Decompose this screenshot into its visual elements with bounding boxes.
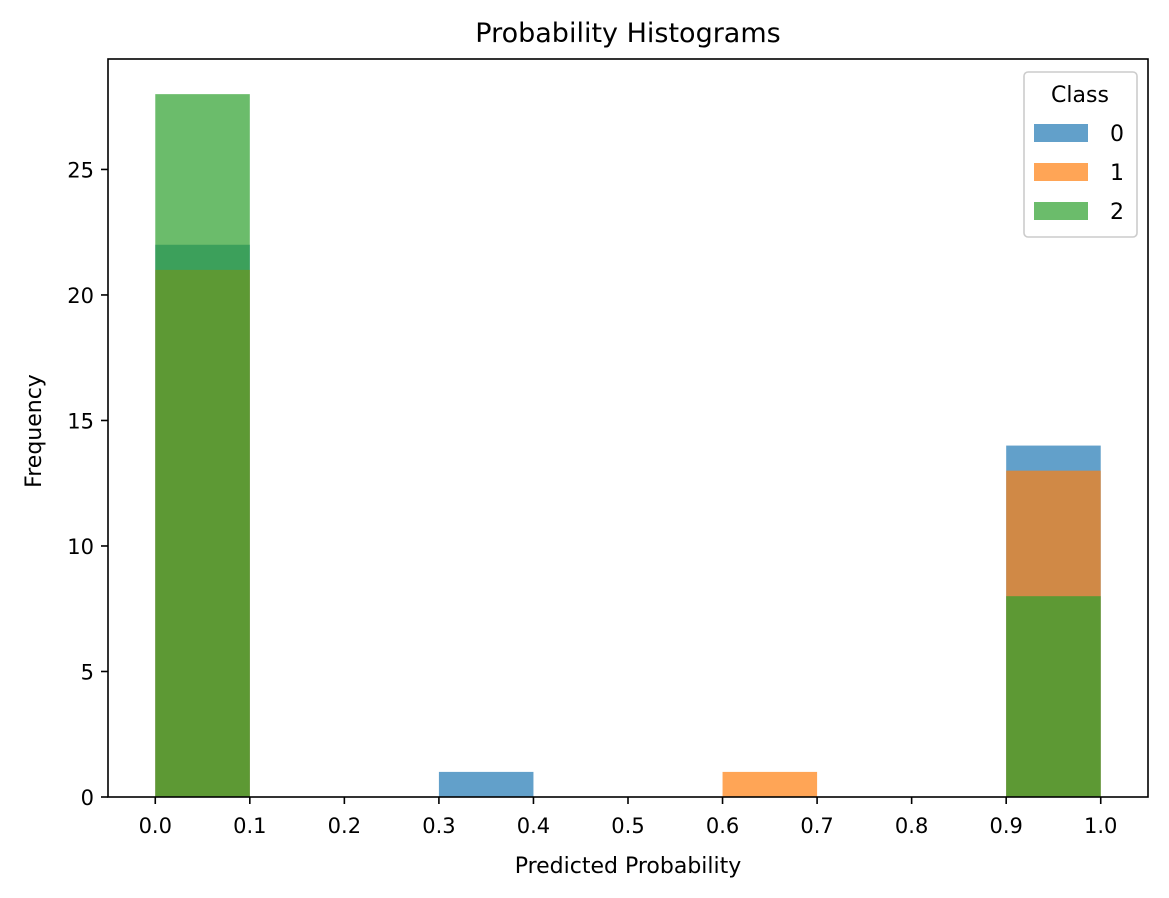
- bars-layer: [155, 94, 1101, 797]
- y-axis-ticks: 0 5 10 15 20 25: [67, 158, 108, 810]
- legend-swatch-class-2: [1034, 202, 1088, 220]
- legend: Class 0 1 2: [1023, 71, 1138, 238]
- y-tick-label: 25: [67, 158, 94, 182]
- y-tick-label: 0: [81, 786, 94, 810]
- x-tick-label: 0.6: [706, 814, 739, 838]
- legend-title: Class: [1051, 83, 1109, 108]
- x-tick-label: 0.0: [139, 814, 172, 838]
- y-axis-label: Frequency: [22, 374, 47, 488]
- legend-swatch-class-1: [1034, 163, 1088, 181]
- legend-items: 0 1 2: [1034, 122, 1124, 225]
- x-tick-label: 0.3: [422, 814, 455, 838]
- y-tick-label: 10: [67, 535, 94, 559]
- bar-class-2-bin-9: [1006, 596, 1101, 797]
- x-tick-label: 0.5: [611, 814, 644, 838]
- x-tick-label: 0.8: [895, 814, 928, 838]
- legend-label-class-0: 0: [1110, 122, 1124, 147]
- x-tick-label: 0.4: [517, 814, 550, 838]
- y-tick-label: 5: [81, 660, 94, 684]
- legend-label-class-1: 1: [1110, 161, 1124, 186]
- x-tick-label: 0.7: [800, 814, 833, 838]
- legend-swatch-class-0: [1034, 124, 1088, 142]
- y-tick-label: 20: [67, 284, 94, 308]
- y-tick-label: 15: [67, 409, 94, 433]
- x-tick-label: 1.0: [1084, 814, 1117, 838]
- legend-box: [1023, 71, 1138, 238]
- legend-label-class-2: 2: [1110, 200, 1124, 225]
- axes-frame: [107, 58, 1149, 798]
- bar-class-1-bin-6: [722, 771, 818, 797]
- x-tick-label: 0.9: [989, 814, 1022, 838]
- bar-class-0-bin-3: [438, 771, 534, 797]
- x-tick-label: 0.2: [328, 814, 361, 838]
- chart-title: Probability Histograms: [475, 18, 780, 49]
- x-axis-label: Predicted Probability: [515, 854, 742, 879]
- x-tick-label: 0.1: [233, 814, 266, 838]
- x-axis-ticks: 0.0 0.1 0.2 0.3 0.4 0.5 0.6 0.7 0.8 0.9 1.0: [139, 797, 1117, 838]
- bar-class-2-bin-0: [155, 94, 250, 797]
